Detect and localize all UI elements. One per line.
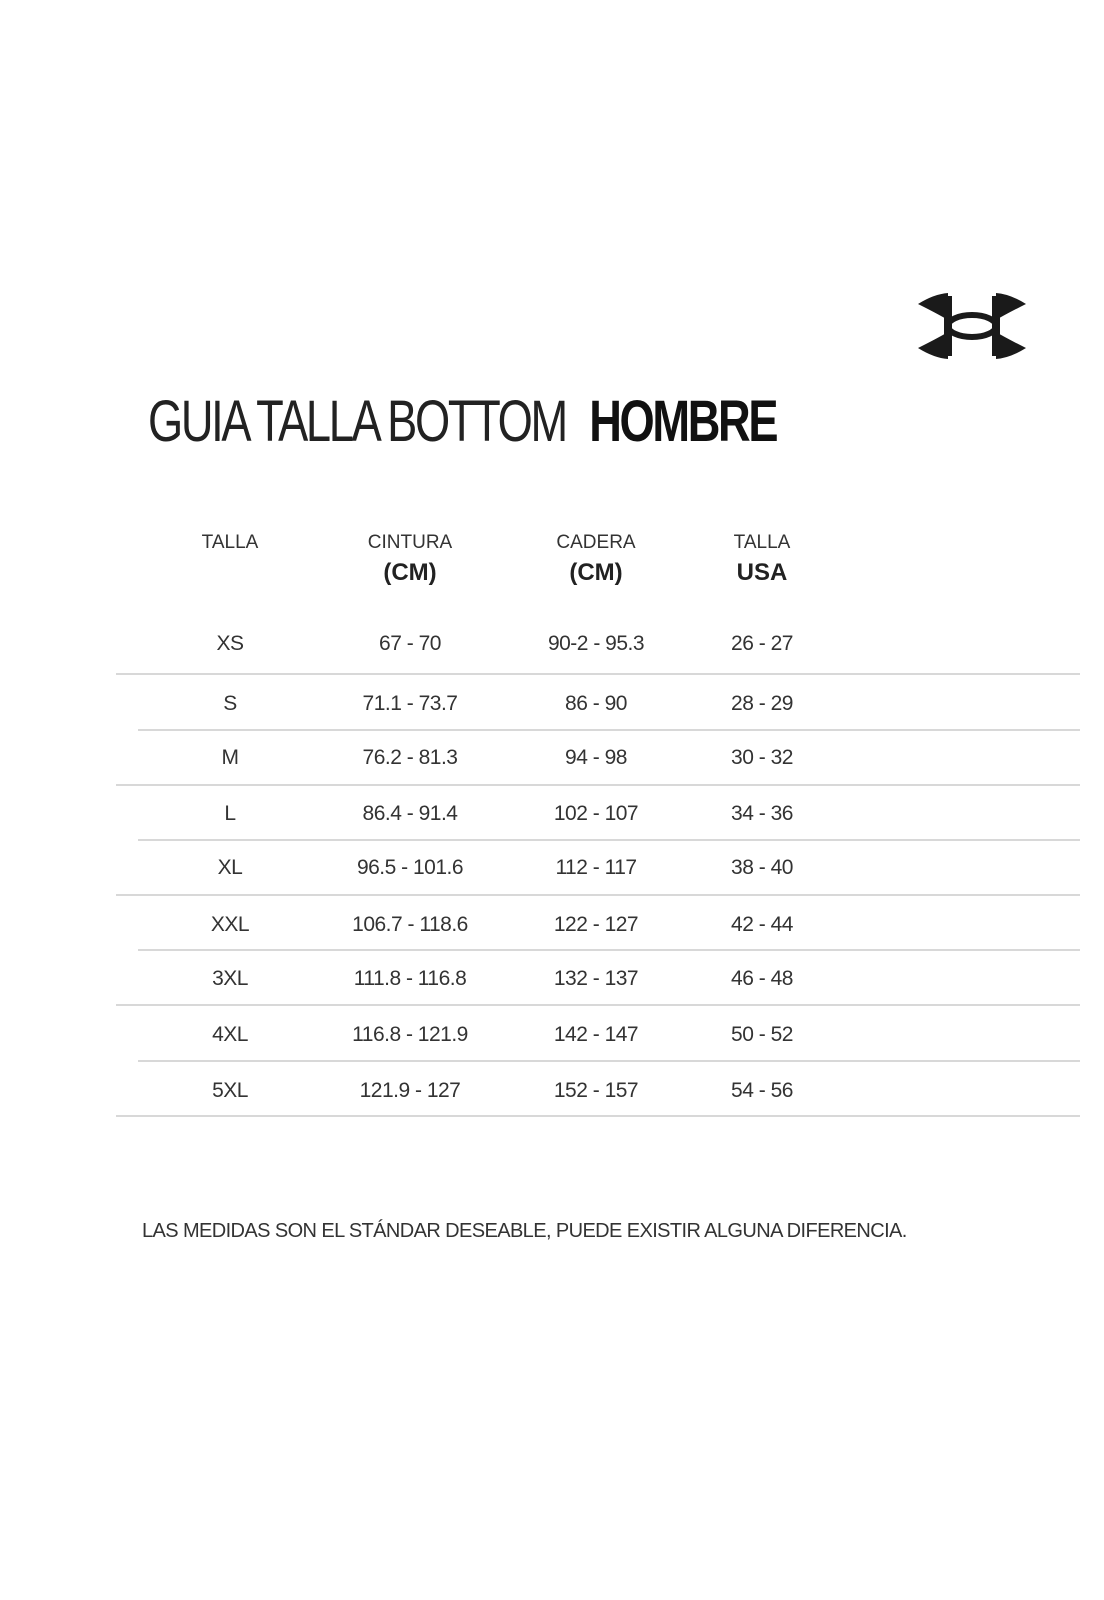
table-cell: 132 - 137 [553,967,639,990]
page-title: GUIA TALLA BOTTOM HOMBRE [148,388,779,455]
title-bold: HOMBRE [589,389,778,454]
table-cell: 112 - 117 [555,856,637,879]
table-cell: XL [217,856,243,879]
table-cell: S [223,692,237,715]
row-divider [138,949,1080,951]
table-cell: 116.8 - 121.9 [352,1023,468,1046]
row-divider [116,1004,1080,1006]
table-cell: 67 - 70 [379,632,441,655]
row-divider [138,839,1080,841]
table-cell: 121.9 - 127 [359,1079,461,1102]
table-cell: 5XL [212,1079,248,1102]
table-cell: XXL [210,913,250,936]
header-line1: CINTURA [367,532,453,553]
table-cell: 46 - 48 [731,967,793,990]
table-cell: 3XL [212,967,248,990]
table-cell: 152 - 157 [553,1079,639,1102]
disclaimer-note: LAS MEDIDAS SON EL STÁNDAR DESEABLE, PUE… [142,1220,907,1242]
column-header: TALLA [150,528,310,558]
column-header: TALLA USA [682,528,842,588]
table-cell: M [221,746,240,769]
table-cell: 86 - 90 [565,692,627,715]
table-cell: 38 - 40 [731,856,793,879]
title-light: GUIA TALLA BOTTOM [148,389,568,454]
table-cell: 102 - 107 [553,802,639,825]
column-header: CINTURA (CM) [330,528,490,588]
column-header: CADERA (CM) [516,528,676,588]
row-divider [138,729,1080,731]
table-cell: 90-2 - 95.3 [547,632,645,655]
row-divider [138,1060,1080,1062]
table-cell: 142 - 147 [553,1023,639,1046]
header-line1: TALLA [201,532,259,553]
table-cell: 71.1 - 73.7 [362,692,458,715]
table-cell: 42 - 44 [731,913,793,936]
table-cell: 30 - 32 [731,746,793,769]
row-divider [116,1115,1080,1117]
header-line2: (CM) [569,559,623,586]
header-line1: CADERA [556,532,636,553]
under-armour-logo-icon [918,293,1026,359]
header-line1: TALLA [733,532,791,553]
table-cell: L [224,802,236,825]
row-divider [116,894,1080,896]
table-cell: 111.8 - 116.8 [353,967,467,990]
header-line2: USA [736,559,788,586]
table-cell: 26 - 27 [731,632,793,655]
table-cell: 94 - 98 [565,746,627,769]
table-cell: 34 - 36 [731,802,793,825]
table-cell: 96.5 - 101.6 [356,856,464,879]
table-cell: 54 - 56 [731,1079,793,1102]
table-cell: XS [216,632,244,655]
table-cell: 106.7 - 118.6 [352,913,468,936]
table-cell: 76.2 - 81.3 [362,746,458,769]
table-cell: 4XL [212,1023,248,1046]
table-cell: 122 - 127 [553,913,639,936]
row-divider [116,784,1080,786]
table-cell: 28 - 29 [731,692,793,715]
table-cell: 86.4 - 91.4 [362,802,458,825]
row-divider [116,673,1080,675]
table-cell: 50 - 52 [731,1023,793,1046]
header-line2: (CM) [383,559,437,586]
